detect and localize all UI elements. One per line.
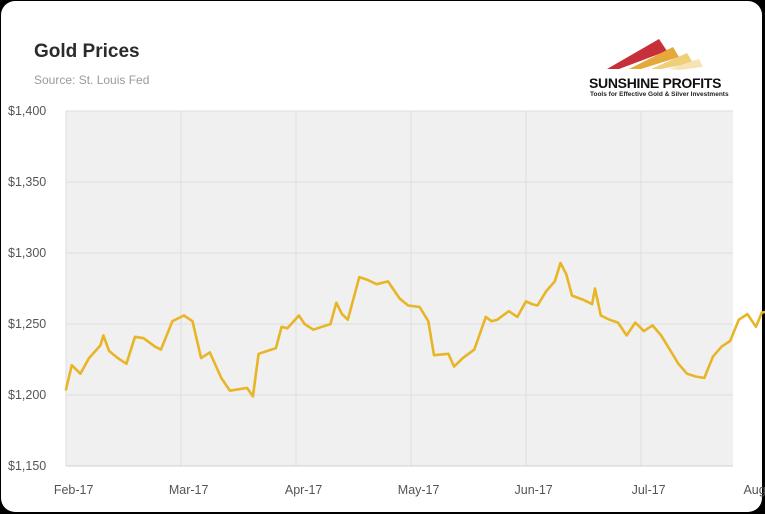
x-axis-ticks: Feb-17 Mar-17 Apr-17 May-17 Jun-17 Jul-17 Aug-… [54, 483, 765, 497]
gold-price-line [64, 261, 765, 398]
chart-subtitle: Source: St. Louis Fed [34, 73, 150, 87]
chart-title: Gold Prices [34, 41, 140, 62]
sunshine-profits-logo: SUNSHINE PROFITS Tools for Effective Gol… [589, 33, 739, 101]
x-tick-label: May-17 [398, 483, 440, 497]
y-tick-label: $1,200 [8, 388, 46, 402]
plot-area [66, 111, 733, 466]
y-tick-label: $1,350 [8, 175, 46, 189]
gridlines [65, 110, 733, 467]
x-tick-label: Apr-17 [285, 483, 323, 497]
x-tick-label: Mar-17 [169, 483, 209, 497]
y-tick-label: $1,250 [8, 317, 46, 331]
y-tick-label: $1,300 [8, 246, 46, 260]
y-tick-label: $1,400 [8, 104, 46, 118]
y-axis-ticks: $1,150 $1,200 $1,250 $1,300 $1,350 $1,400 [8, 104, 46, 473]
y-tick-label: $1,150 [8, 459, 46, 473]
x-tick-label: Feb-17 [54, 483, 94, 497]
x-tick-label: Aug-17 [743, 483, 765, 497]
logo-tagline: Tools for Effective Gold & Silver Invest… [590, 91, 729, 98]
sunshine-swoosh-icon [607, 39, 703, 70]
logo-name: SUNSHINE PROFITS [589, 75, 722, 91]
x-tick-label: Jun-17 [515, 483, 553, 497]
x-tick-label: Jul-17 [632, 483, 666, 497]
